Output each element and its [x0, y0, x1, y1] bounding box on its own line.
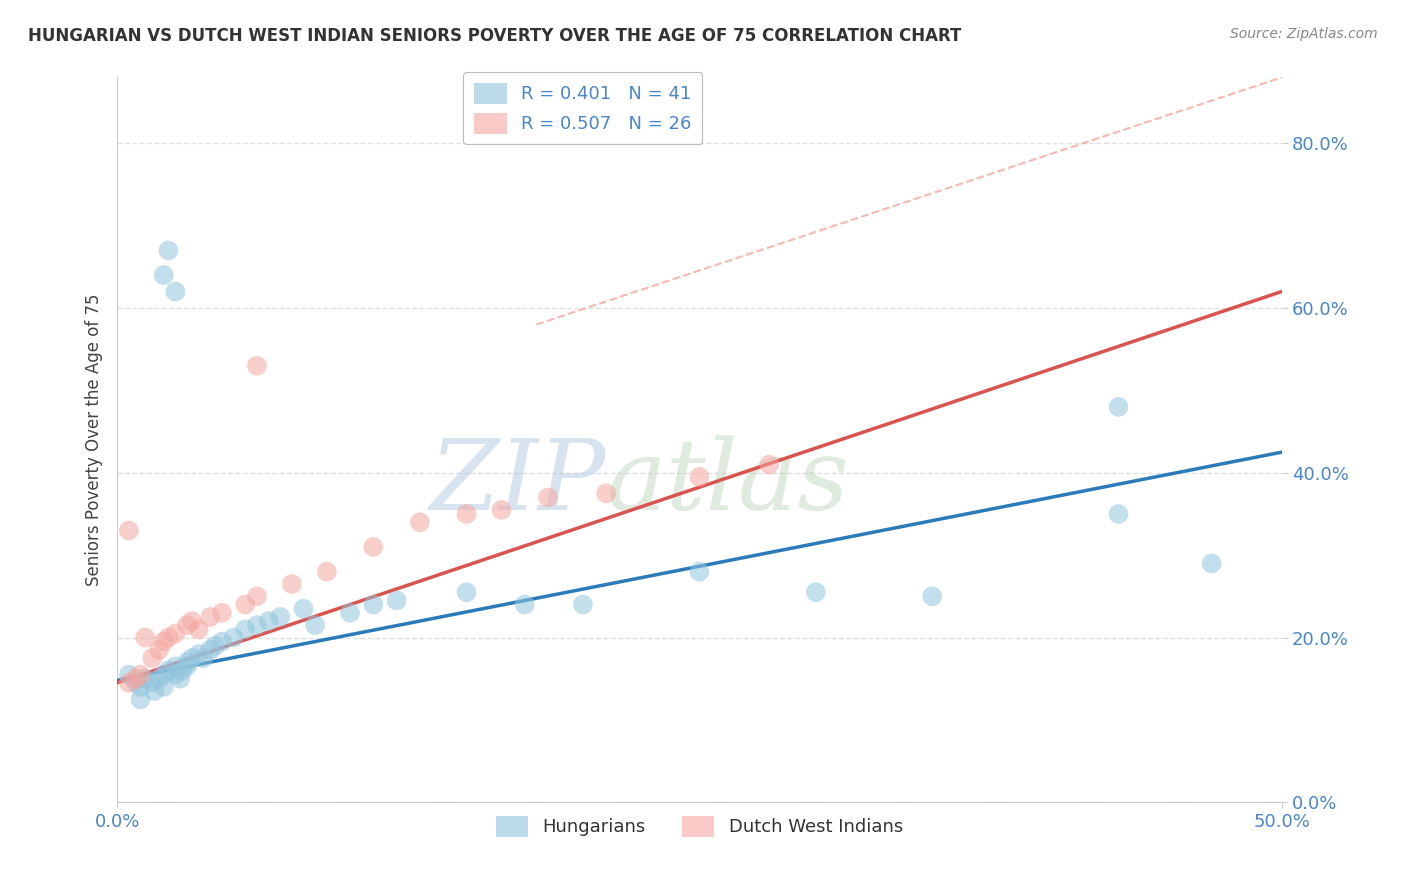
- Point: [118, 676, 141, 690]
- Point: [595, 486, 617, 500]
- Point: [129, 680, 152, 694]
- Point: [141, 651, 163, 665]
- Point: [143, 684, 166, 698]
- Point: [118, 524, 141, 538]
- Point: [304, 618, 326, 632]
- Point: [134, 631, 156, 645]
- Point: [125, 672, 148, 686]
- Point: [157, 631, 180, 645]
- Text: Source: ZipAtlas.com: Source: ZipAtlas.com: [1230, 27, 1378, 41]
- Point: [165, 626, 187, 640]
- Point: [200, 610, 222, 624]
- Text: atlas: atlas: [606, 435, 849, 531]
- Point: [491, 503, 513, 517]
- Point: [1108, 400, 1130, 414]
- Point: [152, 634, 174, 648]
- Point: [157, 664, 180, 678]
- Point: [187, 647, 209, 661]
- Point: [292, 601, 315, 615]
- Point: [222, 631, 245, 645]
- Point: [152, 268, 174, 282]
- Point: [187, 622, 209, 636]
- Point: [172, 664, 194, 678]
- Point: [315, 565, 337, 579]
- Point: [180, 651, 202, 665]
- Point: [409, 515, 432, 529]
- Point: [129, 667, 152, 681]
- Point: [363, 540, 385, 554]
- Point: [257, 614, 280, 628]
- Point: [176, 655, 198, 669]
- Point: [165, 667, 187, 681]
- Point: [211, 634, 233, 648]
- Point: [688, 565, 710, 579]
- Point: [152, 680, 174, 694]
- Point: [141, 676, 163, 690]
- Point: [193, 651, 215, 665]
- Legend: Hungarians, Dutch West Indians: Hungarians, Dutch West Indians: [488, 809, 910, 844]
- Point: [1108, 507, 1130, 521]
- Point: [233, 622, 256, 636]
- Point: [152, 667, 174, 681]
- Point: [363, 598, 385, 612]
- Point: [758, 458, 780, 472]
- Point: [537, 491, 560, 505]
- Point: [246, 359, 269, 373]
- Point: [385, 593, 408, 607]
- Point: [233, 598, 256, 612]
- Point: [211, 606, 233, 620]
- Point: [125, 676, 148, 690]
- Point: [118, 667, 141, 681]
- Text: HUNGARIAN VS DUTCH WEST INDIAN SENIORS POVERTY OVER THE AGE OF 75 CORRELATION CH: HUNGARIAN VS DUTCH WEST INDIAN SENIORS P…: [28, 27, 962, 45]
- Point: [281, 577, 304, 591]
- Point: [1201, 557, 1223, 571]
- Point: [165, 285, 187, 299]
- Point: [204, 639, 226, 653]
- Point: [921, 590, 943, 604]
- Point: [513, 598, 536, 612]
- Point: [176, 659, 198, 673]
- Point: [180, 614, 202, 628]
- Point: [134, 672, 156, 686]
- Point: [157, 244, 180, 258]
- Y-axis label: Seniors Poverty Over the Age of 75: Seniors Poverty Over the Age of 75: [86, 293, 103, 586]
- Point: [804, 585, 827, 599]
- Point: [148, 672, 170, 686]
- Point: [176, 618, 198, 632]
- Point: [169, 672, 191, 686]
- Point: [456, 507, 478, 521]
- Text: ZIP: ZIP: [430, 435, 606, 531]
- Point: [200, 643, 222, 657]
- Point: [456, 585, 478, 599]
- Point: [688, 470, 710, 484]
- Point: [129, 692, 152, 706]
- Point: [572, 598, 595, 612]
- Point: [246, 590, 269, 604]
- Point: [269, 610, 291, 624]
- Point: [246, 618, 269, 632]
- Point: [148, 643, 170, 657]
- Point: [165, 659, 187, 673]
- Point: [339, 606, 361, 620]
